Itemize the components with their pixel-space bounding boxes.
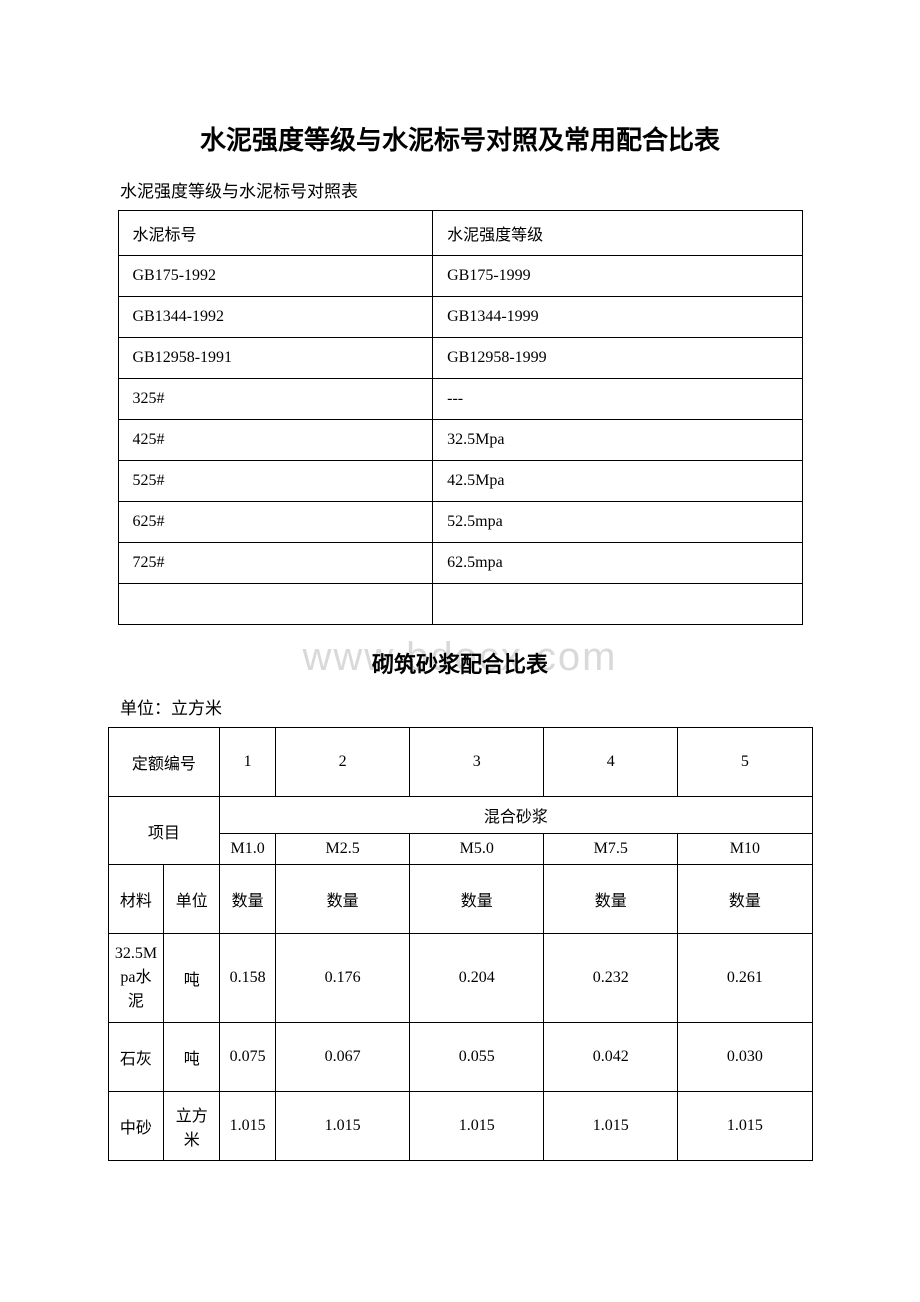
cell: M1.0	[220, 834, 276, 865]
cell: 0.055	[410, 1023, 544, 1092]
cell: 1	[220, 728, 276, 797]
cell	[118, 584, 433, 625]
cell: 5	[678, 728, 812, 797]
cell: 0.176	[276, 934, 410, 1023]
cell: 0.042	[544, 1023, 678, 1092]
material-name: 中砂	[108, 1092, 164, 1161]
header-qty: 数量	[220, 865, 276, 934]
header-qty: 数量	[410, 865, 544, 934]
cell: 0.075	[220, 1023, 276, 1092]
table-row: 定额编号 1 2 3 4 5	[108, 728, 812, 797]
header-mix: 混合砂浆	[220, 797, 812, 834]
unit-label: 单位：立方米	[120, 694, 830, 719]
table-row: 425#32.5Mpa	[118, 420, 802, 461]
cell: 4	[544, 728, 678, 797]
header-qty: 数量	[678, 865, 812, 934]
cell: M10	[678, 834, 812, 865]
table-row: 项目 混合砂浆	[108, 797, 812, 834]
mix-ratio-table: 定额编号 1 2 3 4 5 项目 混合砂浆 M1.0 M2.5 M5.0 M7…	[108, 727, 813, 1161]
table-row: 材料 单位 数量 数量 数量 数量 数量	[108, 865, 812, 934]
cell: GB12958-1991	[118, 338, 433, 379]
cell: 32.5Mpa	[433, 420, 802, 461]
cell: GB175-1999	[433, 256, 802, 297]
header-unit: 单位	[164, 865, 220, 934]
table-row: 325#---	[118, 379, 802, 420]
cell: 1.015	[410, 1092, 544, 1161]
header-qty: 数量	[276, 865, 410, 934]
cell: GB12958-1999	[433, 338, 802, 379]
cell: 2	[276, 728, 410, 797]
material-unit: 立方米	[164, 1092, 220, 1161]
header-qty: 数量	[544, 865, 678, 934]
main-title: 水泥强度等级与水泥标号对照及常用配合比表	[90, 120, 830, 157]
cell: 425#	[118, 420, 433, 461]
table-row: 石灰 吨 0.075 0.067 0.055 0.042 0.030	[108, 1023, 812, 1092]
cell: M7.5	[544, 834, 678, 865]
header-project: 项目	[108, 797, 220, 865]
cell: 1.015	[678, 1092, 812, 1161]
cell: 625#	[118, 502, 433, 543]
material-name: 32.5Mpa水泥	[108, 934, 164, 1023]
cell: 0.030	[678, 1023, 812, 1092]
cell: 325#	[118, 379, 433, 420]
cell: 1.015	[220, 1092, 276, 1161]
cell: 1.015	[276, 1092, 410, 1161]
material-name: 石灰	[108, 1023, 164, 1092]
comparison-table: 水泥标号水泥强度等级 GB175-1992GB175-1999 GB1344-1…	[118, 210, 803, 625]
cell: 水泥强度等级	[433, 211, 802, 256]
table-row: 725#62.5mpa	[118, 543, 802, 584]
cell: 52.5mpa	[433, 502, 802, 543]
cell: 1.015	[544, 1092, 678, 1161]
section-title-2: 砌筑砂浆配合比表	[90, 647, 830, 679]
cell: 525#	[118, 461, 433, 502]
cell: M2.5	[276, 834, 410, 865]
table-row	[118, 584, 802, 625]
table-row: GB1344-1992GB1344-1999	[118, 297, 802, 338]
cell: 42.5Mpa	[433, 461, 802, 502]
table-row: 525#42.5Mpa	[118, 461, 802, 502]
table-row: 32.5Mpa水泥 吨 0.158 0.176 0.204 0.232 0.26…	[108, 934, 812, 1023]
cell: GB175-1992	[118, 256, 433, 297]
table-row: 625#52.5mpa	[118, 502, 802, 543]
cell: GB1344-1999	[433, 297, 802, 338]
cell: 0.158	[220, 934, 276, 1023]
cell: 62.5mpa	[433, 543, 802, 584]
cell: 0.232	[544, 934, 678, 1023]
cell: 0.204	[410, 934, 544, 1023]
table-row: GB175-1992GB175-1999	[118, 256, 802, 297]
table-row: 水泥标号水泥强度等级	[118, 211, 802, 256]
cell: 0.261	[678, 934, 812, 1023]
cell: ---	[433, 379, 802, 420]
cell	[433, 584, 802, 625]
header-material: 材料	[108, 865, 164, 934]
cell: 水泥标号	[118, 211, 433, 256]
header-quota-no: 定额编号	[108, 728, 220, 797]
cell: GB1344-1992	[118, 297, 433, 338]
table-row: GB12958-1991GB12958-1999	[118, 338, 802, 379]
cell: M5.0	[410, 834, 544, 865]
cell: 0.067	[276, 1023, 410, 1092]
cell: 725#	[118, 543, 433, 584]
material-unit: 吨	[164, 934, 220, 1023]
subtitle-1: 水泥强度等级与水泥标号对照表	[120, 177, 830, 202]
table-row: 中砂 立方米 1.015 1.015 1.015 1.015 1.015	[108, 1092, 812, 1161]
material-unit: 吨	[164, 1023, 220, 1092]
cell: 3	[410, 728, 544, 797]
